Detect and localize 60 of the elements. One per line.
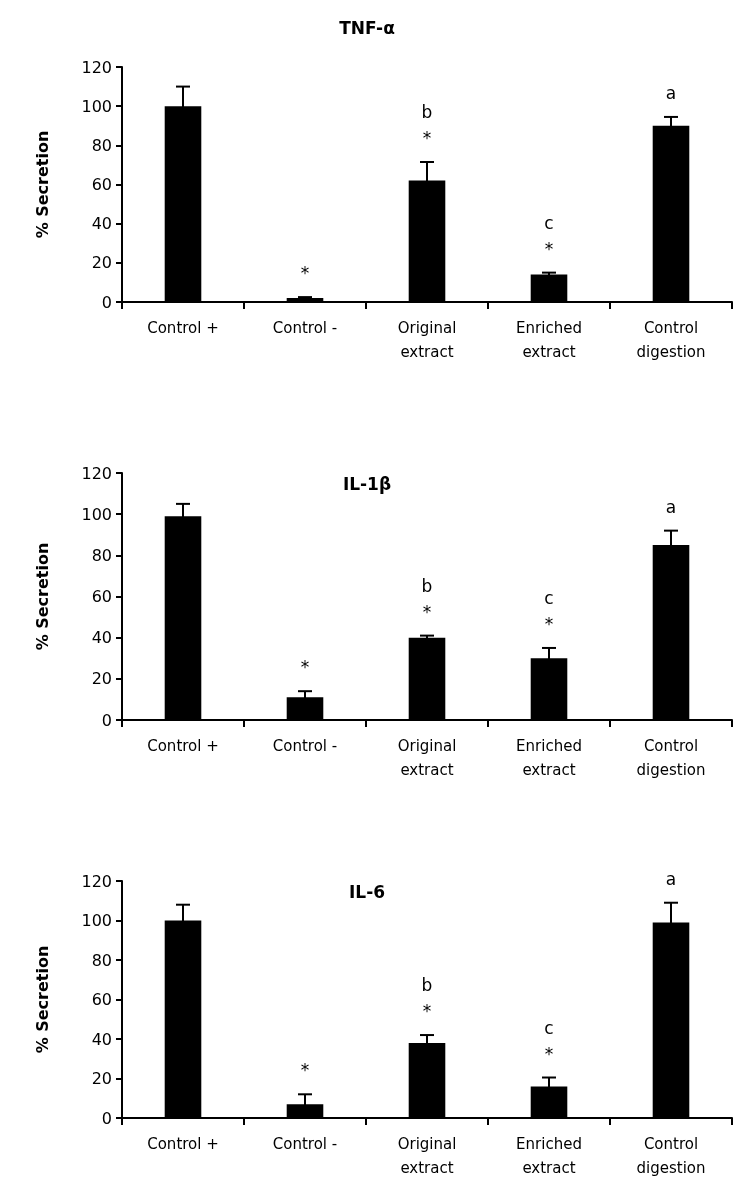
- y-tick-label: 20: [91, 1069, 112, 1088]
- x-tick-label: Control +: [147, 319, 219, 337]
- annotation: *: [300, 263, 310, 284]
- y-tick-label: 0: [101, 710, 112, 730]
- y-tick-label: 60: [91, 175, 112, 194]
- y-tick-label: 60: [91, 587, 112, 606]
- x-tick-label: Control digestion: [636, 1135, 706, 1177]
- y-tick-label: 20: [91, 253, 112, 273]
- y-tick-label: 100: [81, 96, 112, 116]
- annotation: c: [544, 212, 554, 233]
- annotation: *: [422, 601, 432, 622]
- y-tick-label: 80: [91, 135, 112, 155]
- chart-title: IL-6: [348, 881, 386, 902]
- annotation: b: [421, 575, 433, 596]
- y-tick-label: 120: [81, 463, 112, 483]
- y-tick-label: 0: [101, 1108, 112, 1128]
- x-tick-label: Control +: [147, 1135, 219, 1153]
- y-tick-label: 0: [101, 292, 112, 312]
- annotation: *: [544, 613, 554, 634]
- y-tick-label: 40: [91, 1029, 112, 1049]
- x-tick-label: Original extract: [397, 737, 457, 779]
- annotation: a: [665, 496, 677, 517]
- annotation: *: [544, 1043, 554, 1064]
- y-axis-title: % Secretion: [32, 945, 52, 1054]
- y-axis-title: % Secretion: [32, 542, 52, 651]
- chart-title: TNF-α: [339, 17, 395, 38]
- x-tick-label: Control -: [272, 319, 338, 337]
- annotation: *: [422, 1001, 432, 1022]
- x-tick-label: Enriched extract: [516, 319, 582, 361]
- chart-title: IL-1β: [342, 473, 392, 494]
- y-tick-label: 20: [91, 669, 112, 689]
- y-tick-label: 80: [91, 545, 112, 565]
- annotation: a: [665, 868, 677, 889]
- y-tick-label: 40: [91, 628, 112, 648]
- x-tick-label: Original extract: [397, 319, 457, 361]
- x-tick-label: Control digestion: [636, 737, 706, 779]
- annotation: *: [544, 238, 554, 259]
- x-tick-label: Enriched extract: [516, 1135, 582, 1177]
- y-tick-label: 120: [81, 57, 112, 77]
- x-tick-label: Control digestion: [636, 319, 706, 361]
- annotation: c: [544, 1017, 554, 1038]
- y-tick-label: 100: [81, 504, 112, 524]
- x-tick-label: Enriched extract: [516, 737, 582, 779]
- annotation: a: [665, 82, 677, 103]
- annotation: c: [544, 587, 554, 608]
- annotation: b: [421, 975, 433, 996]
- annotation: *: [300, 1060, 310, 1081]
- annotation: *: [422, 127, 432, 148]
- annotation: *: [300, 657, 310, 678]
- x-tick-label: Control -: [272, 1135, 338, 1153]
- annotation: b: [421, 101, 433, 122]
- x-tick-label: Control +: [147, 737, 219, 755]
- y-tick-label: 40: [91, 214, 112, 234]
- y-tick-label: 120: [81, 871, 112, 891]
- y-tick-label: 60: [91, 990, 112, 1009]
- y-tick-label: 80: [91, 950, 112, 970]
- y-axis-title: % Secretion: [32, 130, 52, 239]
- y-tick-label: 100: [81, 911, 112, 930]
- x-tick-label: Original extract: [397, 1135, 457, 1177]
- x-tick-label: Control -: [272, 737, 338, 755]
